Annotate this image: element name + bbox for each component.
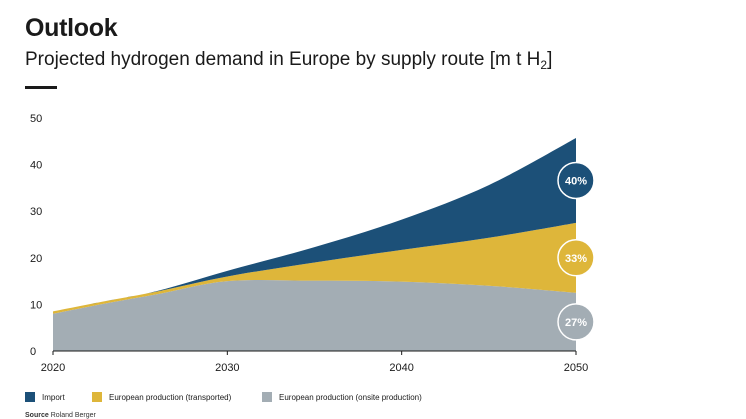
legend: Import European production (transported)… <box>0 392 746 406</box>
area-import <box>53 138 576 312</box>
legend-item-transported: European production (transported) <box>92 392 231 402</box>
y-tick-label: 50 <box>30 113 42 125</box>
y-tick-label: 10 <box>30 299 42 311</box>
legend-label-onsite: European production (onsite production) <box>279 392 422 402</box>
legend-label-transported: European production (transported) <box>109 392 232 402</box>
x-tick-label: 2050 <box>564 362 588 374</box>
legend-swatch-transported <box>92 392 102 402</box>
subtitle-subscript: 2 <box>540 58 548 72</box>
share-badge-import <box>557 161 595 200</box>
area-european-production-onsite-production <box>53 279 576 351</box>
area-european-production-transported <box>53 222 576 314</box>
legend-label-import: Import <box>42 392 65 402</box>
share-label-import: 40% <box>565 175 587 187</box>
chart-subtitle: Projected hydrogen demand in Europe by s… <box>25 49 552 72</box>
y-tick-label: 40 <box>30 160 42 172</box>
legend-item-onsite: European production (onsite production) <box>262 392 422 402</box>
x-tick-label: 2040 <box>389 362 413 374</box>
title-underline <box>25 86 57 89</box>
y-tick-label: 0 <box>30 346 36 358</box>
subtitle-end: ] <box>547 49 553 70</box>
source-note: Source Roland Berger <box>25 412 96 419</box>
share-label-european-production-onsite-production: 27% <box>565 317 587 329</box>
end-share-labels: 40% 33% 27% <box>557 161 595 341</box>
legend-swatch-import <box>25 392 35 402</box>
chart-title: Outlook <box>25 14 118 42</box>
y-tick-label: 20 <box>30 253 42 265</box>
legend-swatch-onsite <box>262 392 272 402</box>
y-tick-label: 30 <box>30 206 42 218</box>
legend-item-import: Import <box>25 392 65 402</box>
x-tick-label: 2030 <box>215 362 239 374</box>
share-label-european-production-transported: 33% <box>565 253 587 265</box>
area-layers <box>53 138 576 351</box>
source-label: Source <box>25 412 49 419</box>
x-tick-label: 2020 <box>41 362 65 374</box>
subtitle-text: Projected hydrogen demand in Europe by s… <box>25 49 541 70</box>
share-badge-european-production-onsite-production <box>557 303 595 341</box>
source-text: Roland Berger <box>50 412 96 419</box>
share-badge-european-production-transported <box>557 239 595 277</box>
